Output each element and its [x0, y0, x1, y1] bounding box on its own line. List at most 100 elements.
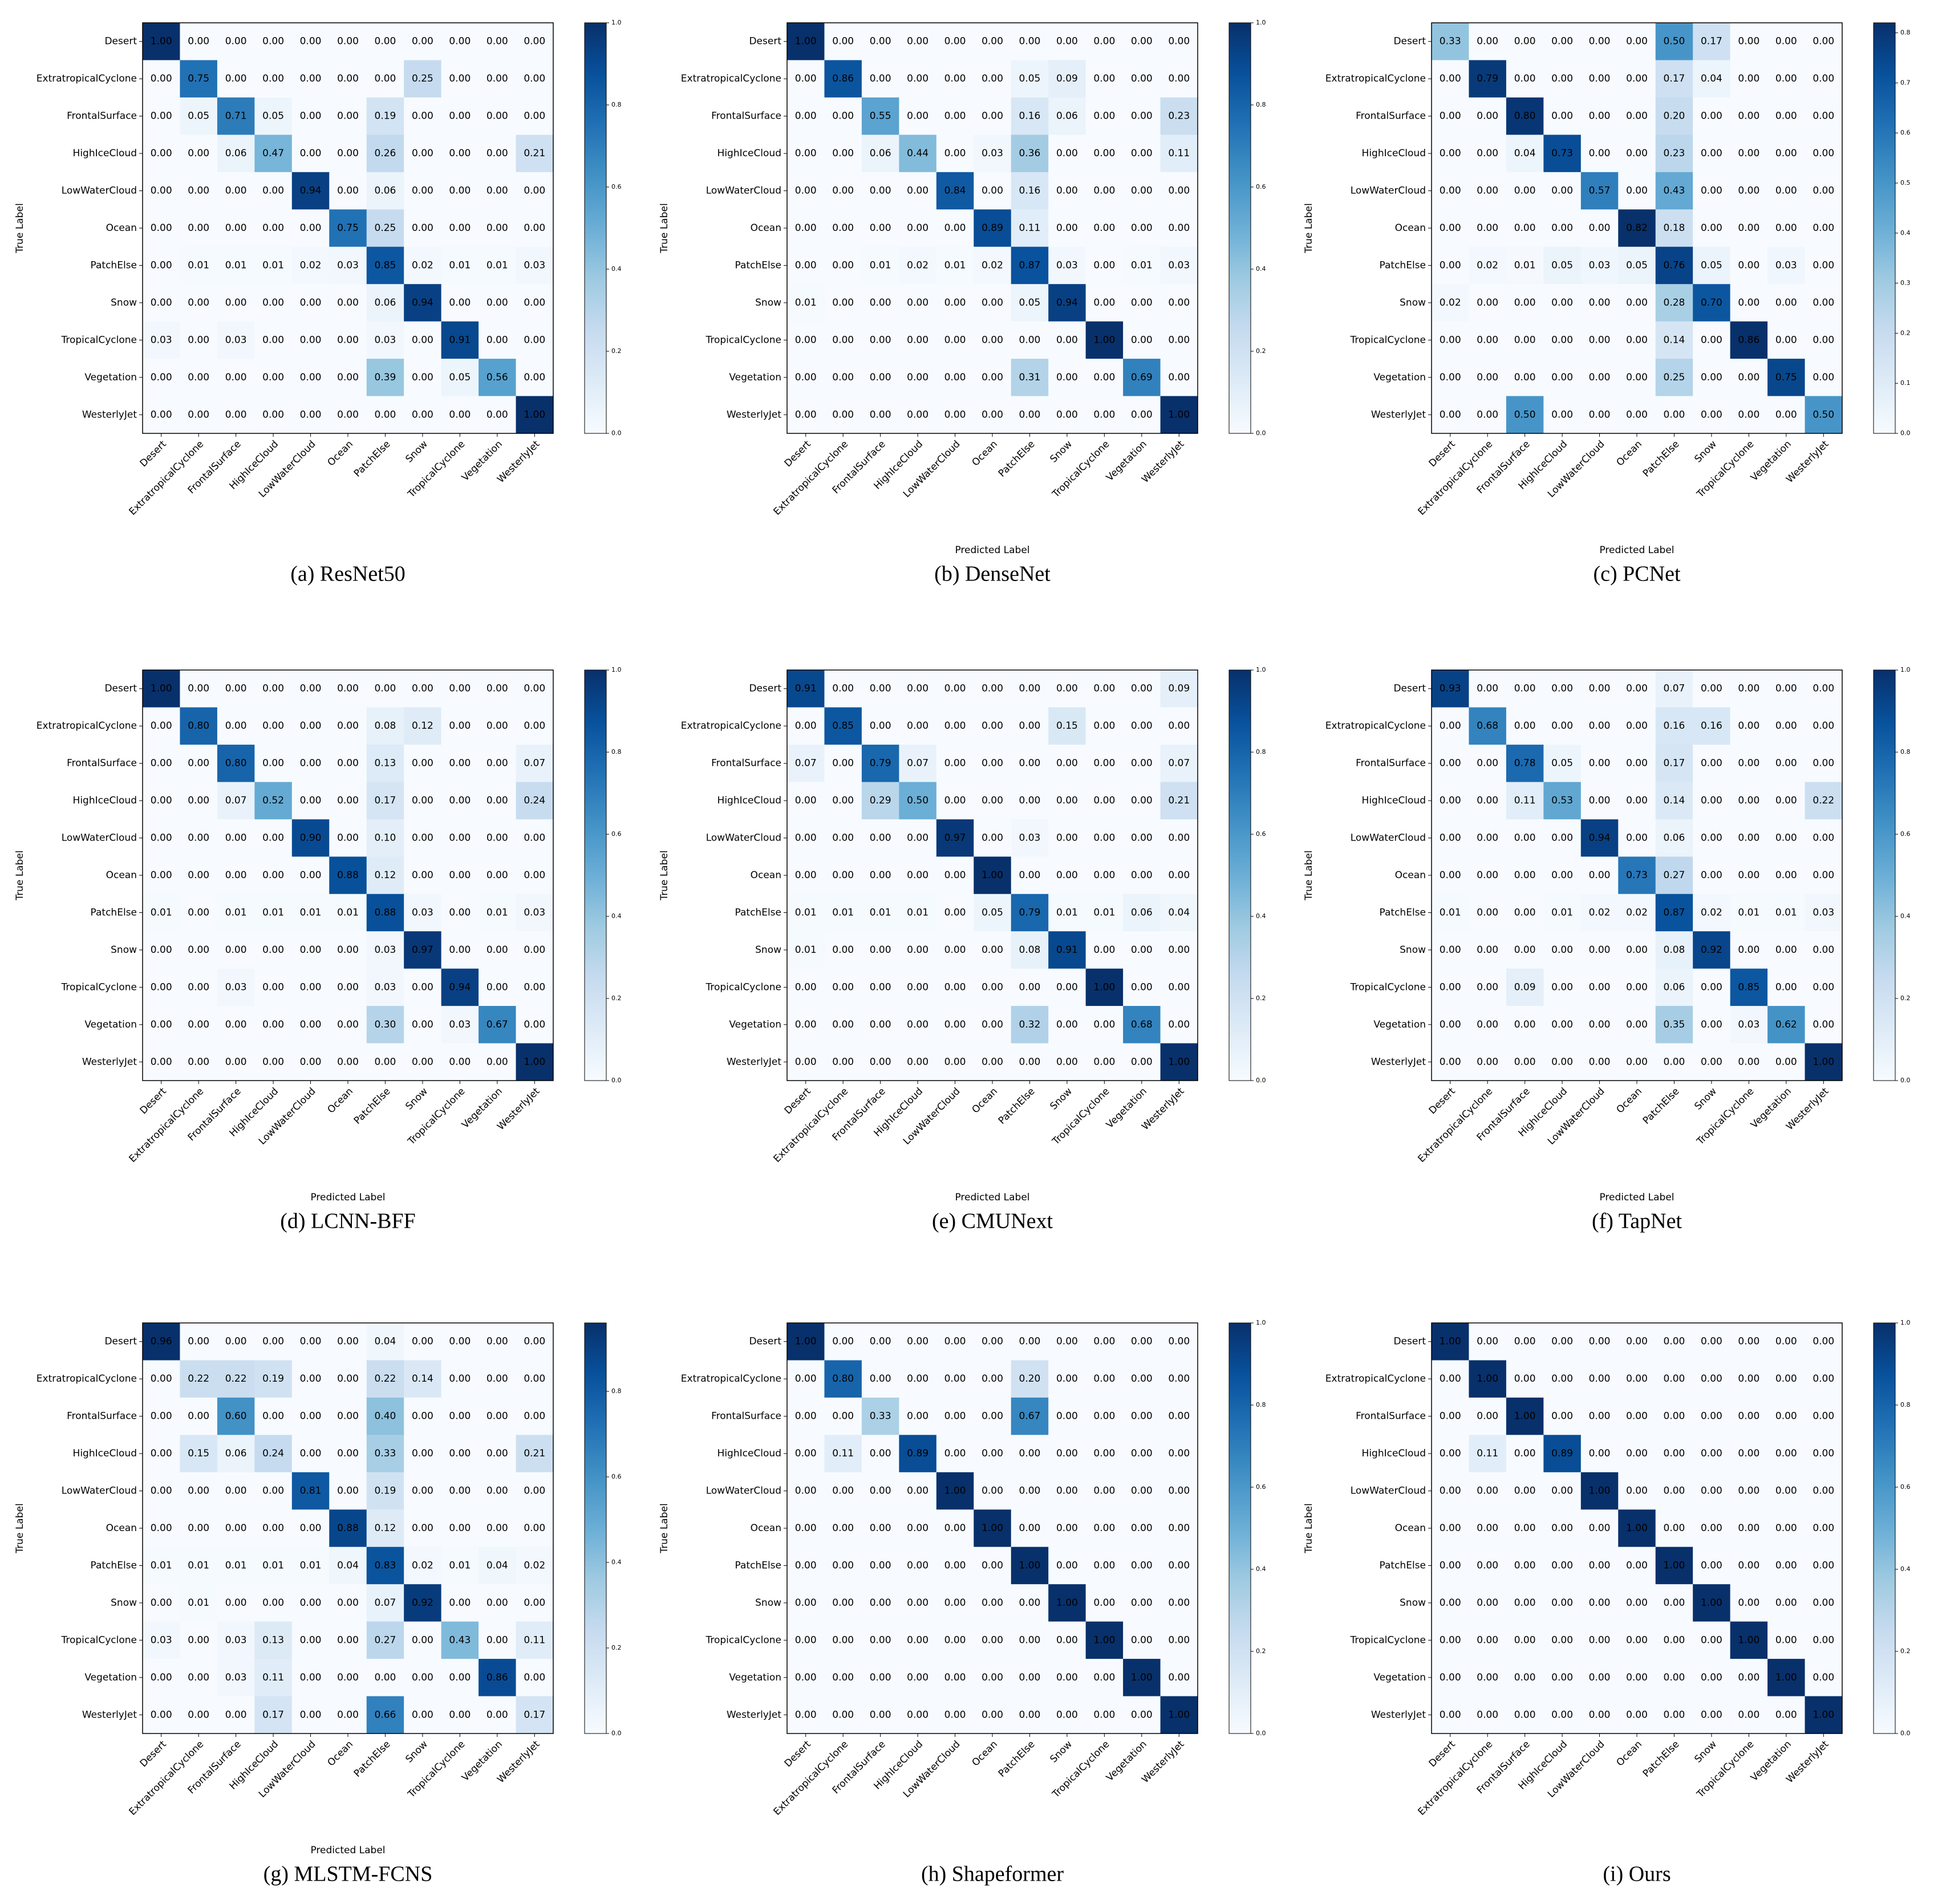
cell-label: 0.00 — [1589, 1019, 1611, 1030]
cell — [1543, 670, 1582, 708]
cell — [1618, 670, 1656, 708]
cell-label: 0.03 — [1019, 833, 1041, 844]
cell-label: 0.00 — [151, 73, 172, 84]
cell-label: 0.00 — [944, 1373, 966, 1385]
cell — [180, 1546, 218, 1585]
cell-label: 0.00 — [188, 1523, 209, 1534]
cell — [1730, 856, 1768, 895]
cell — [1085, 1360, 1124, 1398]
cell-label: 0.00 — [982, 111, 1003, 122]
cell — [180, 97, 218, 135]
cell-label: 0.00 — [907, 833, 929, 844]
cell — [254, 284, 293, 322]
cell — [1506, 1659, 1544, 1697]
cell-label: 0.00 — [225, 833, 247, 844]
cell-label: 0.00 — [1131, 1448, 1153, 1459]
y-tick-label: FrontalSurface — [711, 758, 781, 769]
cell — [291, 894, 330, 932]
cell — [1085, 359, 1124, 397]
colorbar-tick-label: 0.4 — [1900, 912, 1911, 920]
cell — [899, 359, 937, 397]
cell-label: 0.01 — [1093, 907, 1115, 918]
cell-label: 0.00 — [944, 36, 966, 47]
cell-label: 0.10 — [375, 833, 396, 844]
cell-label: 0.00 — [1440, 1411, 1461, 1422]
cell-label: 0.00 — [524, 1597, 545, 1609]
cell-label: 0.00 — [337, 1597, 359, 1609]
cell-label: 0.00 — [1093, 1373, 1115, 1385]
cell — [291, 1360, 330, 1398]
cell — [1580, 1509, 1619, 1548]
cell — [217, 1621, 255, 1659]
cell-label: 0.00 — [1813, 944, 1834, 956]
cell-label: 0.06 — [1664, 833, 1685, 844]
cell-label: 0.07 — [1168, 758, 1190, 769]
cell-label: 0.16 — [1019, 111, 1041, 122]
cell-label: 0.00 — [151, 372, 172, 383]
cell — [1011, 1006, 1049, 1044]
cell-label: 0.00 — [907, 1485, 929, 1497]
cell-label: 0.00 — [944, 1634, 966, 1646]
cell — [1618, 1397, 1656, 1435]
cell — [1543, 284, 1582, 322]
cell-label: 0.00 — [1626, 1485, 1648, 1497]
cell — [974, 1435, 1012, 1473]
colorbar — [1873, 669, 1896, 1081]
cell — [899, 1043, 937, 1081]
cell — [366, 359, 404, 397]
y-tick-label: Snow — [1400, 1597, 1426, 1609]
cell — [1693, 97, 1731, 135]
cell-label: 0.87 — [1019, 259, 1041, 271]
cell-label: 0.07 — [907, 758, 929, 769]
cell — [1011, 60, 1049, 98]
cell — [1767, 209, 1806, 247]
cell — [1469, 396, 1507, 434]
cell-label: 0.00 — [1056, 372, 1078, 383]
cell — [974, 135, 1012, 173]
cell-label: 0.00 — [1168, 1672, 1190, 1683]
cell — [1693, 1323, 1731, 1361]
y-tick-label: Ocean — [1395, 1523, 1426, 1534]
cell-label: 0.00 — [944, 372, 966, 383]
cell-label: 0.00 — [300, 297, 322, 308]
cell-label: 0.33 — [870, 1411, 891, 1422]
cell-label: 1.00 — [1093, 1634, 1115, 1646]
cell — [1580, 1435, 1619, 1473]
cell-label: 0.16 — [1664, 720, 1685, 732]
cell-label: 0.00 — [412, 981, 433, 993]
cell-label: 0.00 — [486, 111, 508, 122]
cell-label: 0.00 — [832, 1709, 854, 1720]
cell-label: 0.00 — [486, 795, 508, 806]
cell — [254, 1696, 293, 1734]
cell-label: 0.00 — [832, 833, 854, 844]
cell — [974, 246, 1012, 285]
cell-label: 0.86 — [1738, 334, 1759, 346]
cell — [329, 321, 367, 359]
cell — [366, 1472, 404, 1510]
cell — [479, 1323, 517, 1361]
cell-label: 1.00 — [1056, 1597, 1078, 1609]
cell — [291, 135, 330, 173]
cell-label: 0.00 — [944, 1523, 966, 1534]
y-tick-label: Ocean — [1395, 870, 1426, 881]
cell — [1693, 670, 1731, 708]
cell — [1506, 1360, 1544, 1398]
cell-label: 0.00 — [1626, 1448, 1648, 1459]
cell-label: 0.00 — [982, 758, 1003, 769]
cell — [1580, 1621, 1619, 1659]
cell-label: 0.00 — [907, 334, 929, 346]
cell-label: 0.00 — [1093, 1709, 1115, 1720]
cell — [1011, 1472, 1049, 1510]
x-tick-label: PatchElse — [1641, 1086, 1682, 1127]
cell-label: 0.01 — [795, 907, 817, 918]
cell-label: 0.50 — [1813, 409, 1834, 420]
cell-label: 0.00 — [188, 1634, 209, 1646]
cell-label: 0.00 — [1514, 1336, 1536, 1347]
cell-label: 0.00 — [1093, 795, 1115, 806]
cell — [291, 1397, 330, 1435]
cell — [329, 359, 367, 397]
cell — [1011, 894, 1049, 932]
cell — [1048, 23, 1086, 60]
cell — [291, 1696, 330, 1734]
cell — [180, 856, 218, 895]
